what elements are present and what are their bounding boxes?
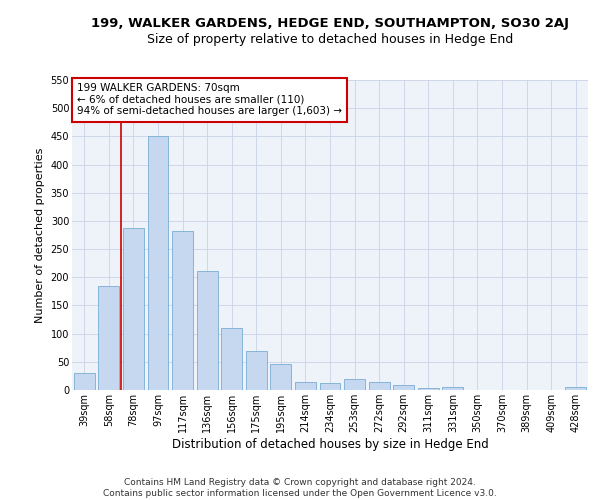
Bar bbox=[368, 382, 389, 390]
Text: 199 WALKER GARDENS: 70sqm
← 6% of detached houses are smaller (110)
94% of semi-: 199 WALKER GARDENS: 70sqm ← 6% of detach… bbox=[77, 83, 342, 116]
Bar bbox=[123, 228, 144, 390]
Text: 199, WALKER GARDENS, HEDGE END, SOUTHAMPTON, SO30 2AJ: 199, WALKER GARDENS, HEDGE END, SOUTHAMP… bbox=[91, 18, 569, 30]
Bar bbox=[172, 231, 193, 390]
Bar bbox=[246, 350, 267, 390]
Y-axis label: Number of detached properties: Number of detached properties bbox=[35, 148, 45, 322]
Bar bbox=[418, 388, 439, 390]
Bar bbox=[565, 387, 586, 390]
Bar bbox=[320, 383, 340, 390]
Bar bbox=[442, 386, 463, 390]
Text: Contains HM Land Registry data © Crown copyright and database right 2024.
Contai: Contains HM Land Registry data © Crown c… bbox=[103, 478, 497, 498]
Bar bbox=[98, 286, 119, 390]
Bar bbox=[295, 382, 316, 390]
Bar bbox=[344, 378, 365, 390]
X-axis label: Distribution of detached houses by size in Hedge End: Distribution of detached houses by size … bbox=[172, 438, 488, 451]
Bar bbox=[74, 373, 95, 390]
Bar bbox=[393, 386, 414, 390]
Bar bbox=[221, 328, 242, 390]
Text: Size of property relative to detached houses in Hedge End: Size of property relative to detached ho… bbox=[147, 32, 513, 46]
Bar bbox=[271, 364, 292, 390]
Bar bbox=[148, 136, 169, 390]
Bar bbox=[197, 270, 218, 390]
